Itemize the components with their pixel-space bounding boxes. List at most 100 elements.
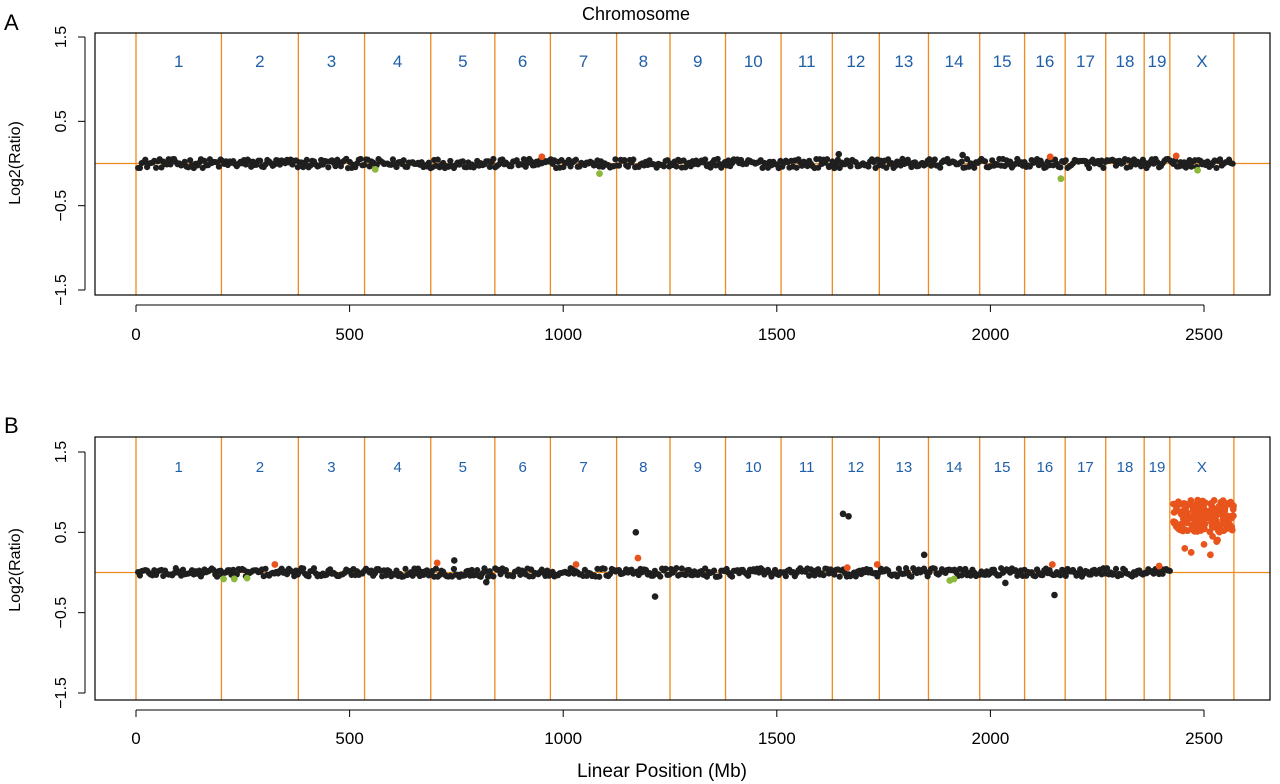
chromosome-label: 5 xyxy=(459,459,467,476)
data-point xyxy=(520,156,527,163)
data-point xyxy=(389,156,397,163)
plot-frame-a xyxy=(94,32,1271,296)
x-tick-label: 2500 xyxy=(1185,325,1223,344)
data-point xyxy=(612,156,619,163)
gain-point xyxy=(1174,498,1182,506)
chromosome-label: 10 xyxy=(745,459,762,476)
chromosome-label: 17 xyxy=(1077,459,1094,476)
data-point xyxy=(325,164,332,171)
data-point xyxy=(673,163,680,170)
data-point xyxy=(310,565,318,572)
data-point xyxy=(1188,163,1195,170)
panel-a: A Log2(Ratio) 1 2 3 4 5 6 7 8 9 10 11 12 13 14 15 16 17 1… xyxy=(4,10,1271,344)
y-tick-label: 0.5 xyxy=(53,110,70,132)
data-point xyxy=(361,161,368,169)
y-tick-label: 0.5 xyxy=(53,521,70,543)
gain-point xyxy=(433,559,441,567)
data-point xyxy=(402,565,409,572)
chromosome-label: X xyxy=(1197,459,1207,476)
y-axis-a: 1.5 0.5 −0.5 −1.5 xyxy=(53,26,86,306)
chromosome-label: 16 xyxy=(1037,459,1054,476)
data-point xyxy=(831,571,838,578)
data-point xyxy=(728,573,736,580)
chromosome-label: 15 xyxy=(994,459,1011,476)
loss-point xyxy=(596,170,603,178)
chromosome-axis-title: Chromosome xyxy=(582,4,690,24)
gain-point xyxy=(1170,508,1178,516)
chromosome-label: 13 xyxy=(896,459,913,476)
loss-point xyxy=(1057,175,1065,183)
data-point xyxy=(181,158,188,165)
x-tick-label: 500 xyxy=(335,325,363,344)
gain-point xyxy=(1194,496,1201,504)
outlier-point xyxy=(651,593,659,600)
data-point xyxy=(682,571,689,579)
data-point xyxy=(714,155,721,163)
data-point xyxy=(707,164,714,171)
gain-point xyxy=(271,561,279,568)
chromosome-label: 7 xyxy=(579,459,587,476)
data-point xyxy=(357,155,364,163)
data-point xyxy=(1077,566,1084,573)
chromosome-label: 5 xyxy=(458,52,467,71)
chromosome-label: 11 xyxy=(799,459,815,476)
gain-point xyxy=(1215,506,1223,514)
data-point xyxy=(615,162,623,169)
gain-point xyxy=(1192,515,1199,523)
chromosome-label: 14 xyxy=(945,52,964,71)
x-tick-label: 2500 xyxy=(1185,729,1223,748)
x-tick-label: 1000 xyxy=(544,729,582,748)
data-point xyxy=(630,156,637,163)
data-point xyxy=(474,567,481,574)
chromosome-label: 15 xyxy=(993,52,1012,71)
data-point xyxy=(601,565,608,572)
loss-point xyxy=(220,575,227,583)
chromosome-label: 18 xyxy=(1117,459,1134,476)
outlier-point xyxy=(483,578,490,586)
data-point xyxy=(307,162,314,169)
chromosome-label: 19 xyxy=(1148,52,1167,71)
data-point xyxy=(179,566,187,573)
gain-point xyxy=(1188,522,1196,530)
data-point xyxy=(931,156,938,163)
chromosome-label: 7 xyxy=(579,52,588,71)
chromosome-label: 2 xyxy=(256,459,264,476)
data-point xyxy=(820,572,827,579)
data-point xyxy=(685,566,693,574)
x-axis-title: Linear Position (Mb) xyxy=(577,761,747,782)
data-point xyxy=(187,157,194,164)
data-point xyxy=(815,566,822,573)
data-point xyxy=(468,566,475,574)
data-point xyxy=(486,163,493,171)
x-tick-label: 0 xyxy=(131,729,140,748)
chromosome-label: 16 xyxy=(1035,52,1054,71)
data-point xyxy=(710,567,718,574)
data-point xyxy=(382,572,389,579)
data-point xyxy=(662,565,669,572)
gain-point xyxy=(1181,545,1189,552)
gain-point xyxy=(1225,515,1232,523)
outlier-point xyxy=(1051,591,1058,599)
chromosome-label: 6 xyxy=(518,52,527,71)
data-point xyxy=(257,157,264,164)
data-point xyxy=(213,573,221,580)
data-point xyxy=(1154,158,1161,166)
data-point xyxy=(572,156,580,163)
data-point xyxy=(908,573,915,580)
outlier-point xyxy=(450,557,458,564)
chromosome-label: X xyxy=(1196,52,1207,71)
data-point xyxy=(716,573,723,580)
data-point xyxy=(215,163,222,170)
outlier-point xyxy=(845,512,852,520)
gain-point xyxy=(1207,551,1214,559)
y-axis-label-b: Log2(Ratio) xyxy=(7,528,24,612)
gain-point xyxy=(1208,516,1216,524)
gain-point xyxy=(1200,540,1208,548)
data-point xyxy=(660,163,667,170)
y-tick-label: −1.5 xyxy=(53,677,70,709)
data-points-a xyxy=(135,150,1236,183)
y-tick-label: −0.5 xyxy=(53,597,70,629)
chromosome-label: 10 xyxy=(744,52,763,71)
outlier-point xyxy=(959,151,966,159)
